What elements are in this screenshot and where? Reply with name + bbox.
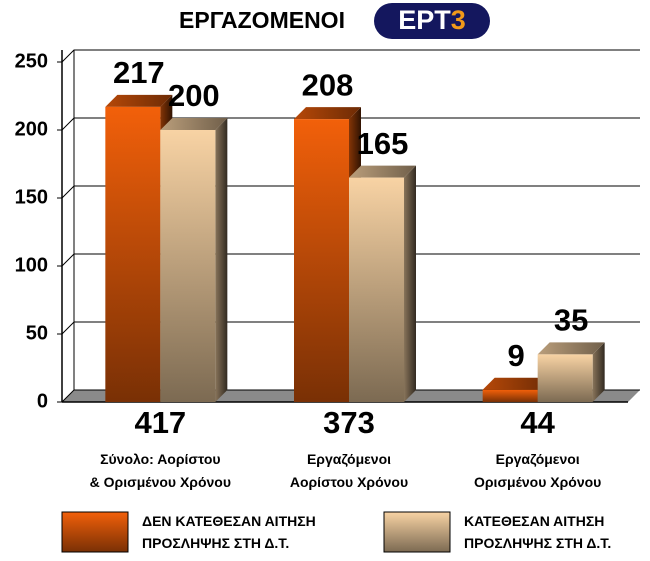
logo-letters: ΕΡΤ — [398, 5, 451, 35]
y-tick-label: 100 — [15, 254, 48, 276]
total-label: 373 — [323, 405, 375, 440]
bar-top — [482, 377, 550, 390]
bar-side — [592, 342, 605, 402]
y-tick-label: 250 — [15, 50, 48, 72]
bar-top — [349, 165, 416, 178]
y-tick-label: 200 — [15, 118, 48, 140]
bar — [537, 354, 593, 402]
logo: ΕΡΤ3 — [374, 3, 490, 39]
bar — [349, 177, 404, 402]
value-label: 165 — [357, 126, 409, 161]
x-tick-label: Εργαζόμενοι Ορισμένου Χρόνου — [474, 451, 601, 490]
bar-top — [105, 94, 173, 107]
value-label: 208 — [302, 67, 354, 102]
bar — [160, 130, 216, 402]
logo-text: ΕΡΤ3 — [398, 5, 466, 35]
bar-top — [294, 107, 361, 120]
y-tick-label: 0 — [37, 390, 48, 412]
bar-top — [537, 342, 605, 355]
total-label: 417 — [134, 405, 186, 440]
x-tick-label: Εργαζόμενοι Αορίστου Χρόνου — [290, 451, 408, 490]
bar — [482, 389, 538, 402]
value-label: 200 — [168, 78, 220, 113]
legend-swatch — [61, 511, 129, 553]
y-tick-label: 150 — [15, 186, 48, 208]
bar-top — [160, 118, 228, 130]
legend-swatch — [383, 511, 451, 553]
bar-side — [404, 165, 416, 402]
y-tick-label: 50 — [26, 322, 48, 344]
bar — [105, 106, 161, 402]
legend-label: ΚΑΤΕΘΕΣΑΝ ΑΙΤΗΣΗ ΠΡΟΣΛΗΨΗΣ ΣΤΗ Δ.Τ. — [464, 513, 611, 551]
logo-badge — [374, 3, 490, 39]
logo-number: 3 — [451, 5, 466, 35]
legend-label: ΔΕΝ ΚΑΤΕΘΕΣΑΝ ΑΙΤΗΣΗ ΠΡΟΣΛΗΨΗΣ ΣΤΗ Δ.Τ. — [142, 513, 316, 551]
value-label: 217 — [113, 55, 165, 90]
bar — [294, 119, 349, 403]
value-label: 35 — [554, 303, 588, 338]
chart-title: ΕΡΓΑΖΟΜΕΝΟΙ — [179, 7, 345, 33]
value-label: 9 — [508, 338, 525, 373]
total-label: 44 — [520, 405, 555, 440]
x-tick-label: Σύνολο: Αορίστου & Ορισμένου Χρόνου — [90, 451, 231, 490]
bar-side — [215, 118, 228, 402]
